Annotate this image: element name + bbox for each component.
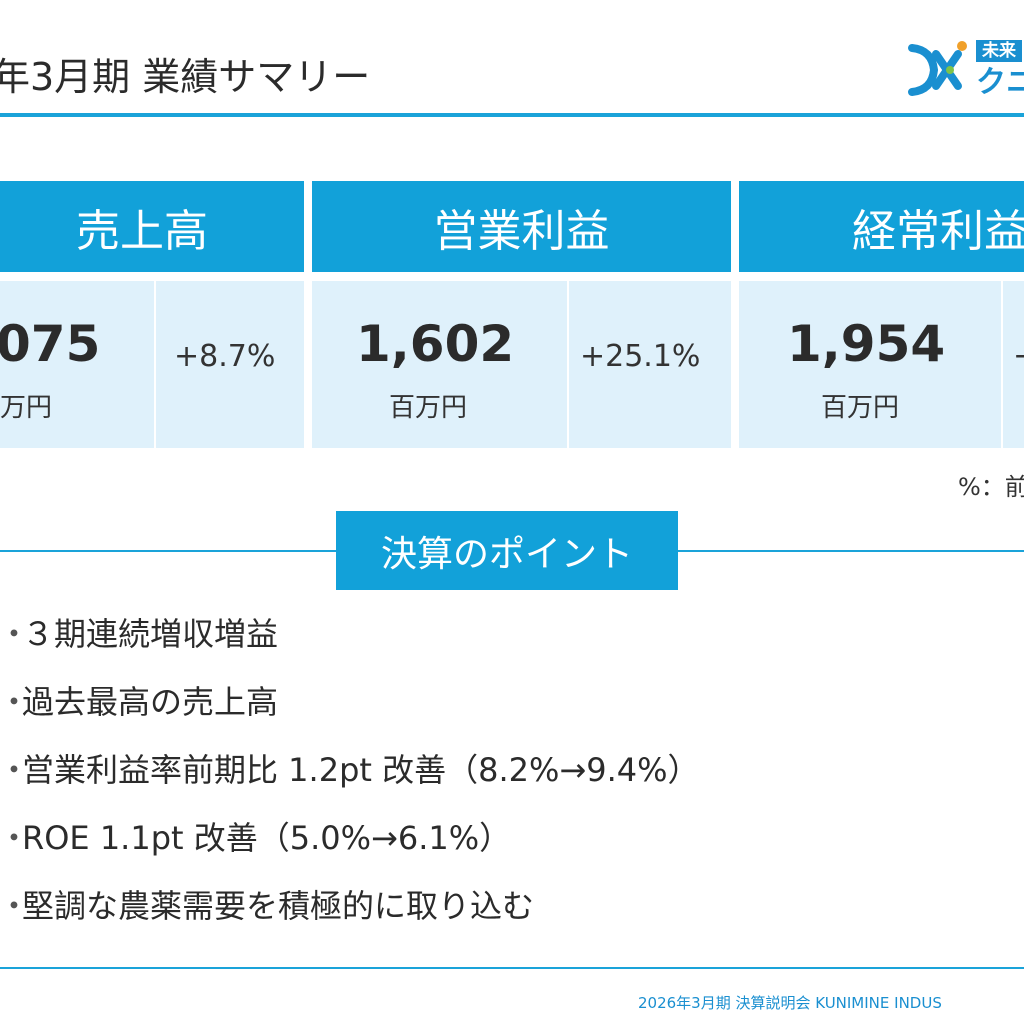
list-item: ・ 堅調な農薬需要を積極的に取り込む <box>0 880 1024 948</box>
metric-ordinary-profit-value: 1,954 <box>787 315 946 373</box>
bullet-icon: ・ <box>0 683 31 721</box>
bullet-icon: ・ <box>0 887 31 925</box>
metric-sales-divider <box>154 281 156 448</box>
footnote: %：前 <box>958 473 1024 501</box>
metric-ordinary-profit-card: 1,954 百万円 + <box>739 281 1024 448</box>
bullet-icon: ・ <box>0 615 31 653</box>
metric-sales-value: 075 <box>0 315 101 373</box>
metric-operating-profit-heading: 営業利益 <box>312 181 731 272</box>
point-text: 営業利益率前期比 1.2pt 改善（8.2%→9.4%） <box>22 751 700 789</box>
point-text: ３期連続増収増益 <box>22 615 279 653</box>
footer-divider <box>0 967 1024 969</box>
point-text: 過去最高の売上高 <box>22 683 279 721</box>
title-divider <box>0 113 1024 117</box>
points-heading: 決算のポイント <box>336 511 678 590</box>
page-title: 年3月期 業績サマリー <box>0 55 371 99</box>
bullet-icon: ・ <box>0 819 31 857</box>
list-item: ・ ３期連続増収増益 <box>0 608 1024 676</box>
metric-operating-profit-card: 1,602 百万円 +25.1% <box>312 281 731 448</box>
list-item: ・ ROE 1.1pt 改善（5.0%→6.1%） <box>0 812 1024 880</box>
bullet-icon: ・ <box>0 751 31 789</box>
metric-ordinary-profit-label: 経常利益 <box>852 205 1024 257</box>
metric-ordinary-profit-unit: 百万円 <box>821 393 900 423</box>
company-logo: 未来 クニ <box>906 36 1024 102</box>
metric-sales-change: +8.7% <box>174 339 276 374</box>
list-item: ・ 過去最高の売上高 <box>0 676 1024 744</box>
points-heading-text: 決算のポイント <box>380 533 633 575</box>
list-item: ・ 営業利益率前期比 1.2pt 改善（8.2%→9.4%） <box>0 744 1024 812</box>
footer-text: 2026年3月期 決算説明会 KUNIMINE INDUS <box>638 994 942 1012</box>
point-text: 堅調な農薬需要を積極的に取り込む <box>22 887 535 925</box>
metric-sales-unit: 万円 <box>0 393 53 423</box>
metric-ordinary-profit-divider <box>1001 281 1003 448</box>
metric-operating-profit-divider <box>567 281 569 448</box>
logo-mark-icon <box>908 41 967 96</box>
metric-sales-heading: 売上高 <box>0 181 304 272</box>
logo-company-name: クニ <box>976 65 1024 100</box>
logo-tagline: 未来 <box>976 40 1022 62</box>
metric-ordinary-profit-heading: 経常利益 <box>739 181 1024 272</box>
metric-operating-profit-change: +25.1% <box>580 339 701 374</box>
metric-ordinary-profit-change: + <box>1013 339 1024 374</box>
metric-sales-card: 075 万円 +8.7% <box>0 281 304 448</box>
point-text: ROE 1.1pt 改善（5.0%→6.1%） <box>22 819 512 857</box>
metric-operating-profit-unit: 百万円 <box>389 393 468 423</box>
metric-sales-label: 売上高 <box>76 205 208 257</box>
metric-operating-profit-label: 営業利益 <box>433 205 610 257</box>
metric-operating-profit-value: 1,602 <box>356 315 515 373</box>
points-list: ・ ３期連続増収増益 ・ 過去最高の売上高 ・ 営業利益率前期比 1.2pt 改… <box>0 608 1024 948</box>
